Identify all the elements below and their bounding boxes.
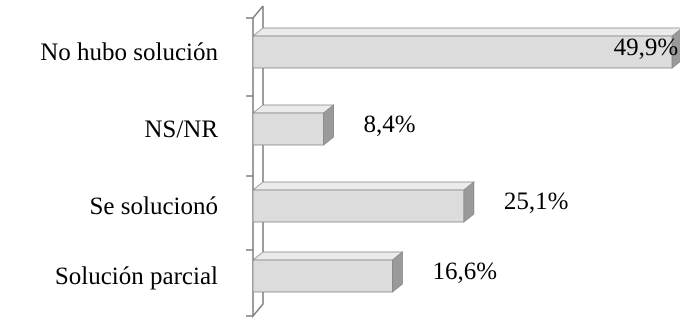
bar-side-face (671, 29, 680, 69)
bar-top-face (251, 251, 404, 261)
category-label: NS/NR (144, 116, 218, 143)
bar-side-face (392, 251, 403, 293)
bar (251, 27, 680, 69)
bar-front-face (252, 259, 393, 293)
bar-front-face (252, 112, 324, 146)
bar (251, 251, 404, 293)
bar (251, 104, 335, 146)
category-label: No hubo solución (40, 39, 218, 66)
value-label: 8,4% (364, 111, 416, 138)
value-label: 16,6% (432, 258, 497, 285)
bar-side-face (323, 104, 334, 146)
bars (251, 27, 680, 293)
bar-top-face (251, 181, 475, 191)
category-labels: No hubo solución NS/NR Se solucionó Solució… (40, 39, 218, 290)
value-label: 25,1% (504, 188, 569, 215)
axis-wall (252, 5, 264, 319)
value-labels: 49,9% 8,4% 25,1% 16,6% (364, 34, 679, 285)
bar-front-face (252, 189, 465, 223)
value-label: 49,9% (614, 34, 679, 61)
category-axis (246, 5, 264, 319)
category-label: Se solucionó (90, 193, 218, 220)
bar-side-face (463, 181, 475, 223)
category-label: Solución parcial (55, 263, 218, 290)
bar-top-face (251, 104, 335, 114)
bar-front-face (252, 35, 673, 69)
bar (251, 181, 475, 223)
